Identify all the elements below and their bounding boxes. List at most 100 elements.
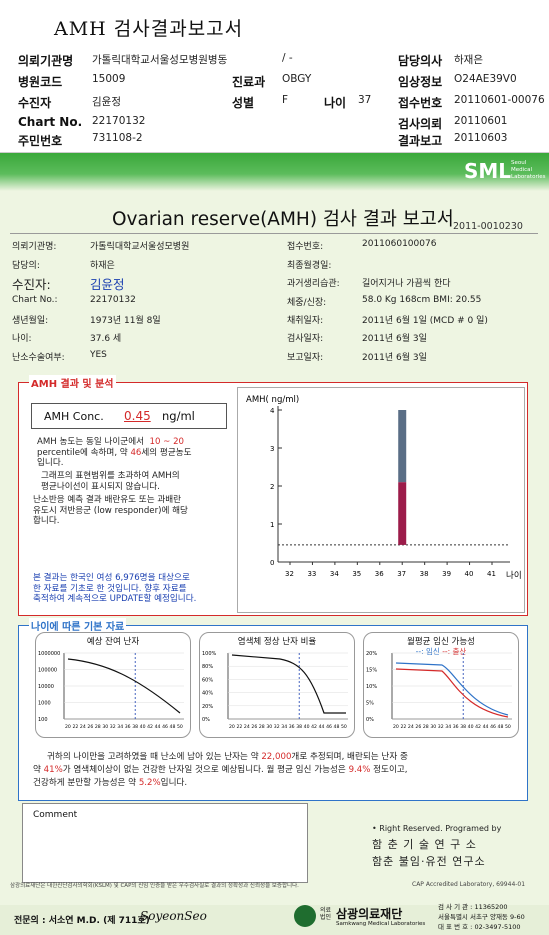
pregnancy-curve (395, 662, 509, 716)
pregnancy-chance-chart: 월평균 임신 가능성 --: 임신 --: 출산 20% 15% 10% 5% 0% 20… (363, 632, 519, 738)
y-tick-label: 40% (202, 691, 213, 697)
x-tick-label: 48 (334, 724, 340, 730)
info-value: 하재은 (90, 261, 115, 271)
info-label: 난소수술여부: (12, 353, 65, 363)
amh-bar-upper (398, 410, 407, 483)
dept-value: OBGY (282, 73, 312, 85)
info-label: 나이: (12, 334, 32, 344)
normal-chromosome-title: 염색체 정상 난자 비율 (237, 637, 317, 647)
remaining-eggs-curve (67, 658, 181, 714)
dept-label: 진료과 (232, 75, 266, 89)
signature: SoyeonSeo (140, 909, 207, 923)
legend-pregnancy: --: 임신 (415, 647, 440, 656)
y-tick-label: 4 (270, 407, 275, 415)
x-tick-label: 46 (490, 724, 496, 730)
age-label: 나이 (324, 96, 347, 110)
legend-birth: --: 출산 (442, 647, 467, 656)
green-header-band (0, 153, 549, 191)
summary-line-1: 귀하의 나이만을 고려하였을 때 난소에 남아 있는 난자는 약 22,000개… (47, 752, 408, 762)
x-tick-label: 22 (400, 724, 406, 730)
x-tick-label: 50 (505, 724, 511, 730)
receipt-value: 20110601-00076 (454, 94, 545, 106)
info-value: 길어지거나 가끔씩 한다 (362, 279, 451, 289)
y-tick-label: 60% (202, 677, 213, 683)
y-tick-label: 80% (202, 664, 213, 670)
remaining-eggs-title: 예상 잔여 난자 (86, 637, 140, 647)
info-label: Chart No.: (12, 295, 58, 305)
x-tick-label: 30 (266, 724, 272, 730)
normal-chromosome-chart: 염색체 정상 난자 비율 100% 80% 60% 40% 20% 0% 20 22 24 26 2… (199, 632, 355, 738)
x-tick-label: 42 (147, 724, 153, 730)
x-tick-label: 37 (397, 570, 406, 578)
x-tick-label: 38 (132, 724, 138, 730)
x-tick-label: 28 (95, 724, 101, 730)
y-tick-label: 10000 (38, 684, 54, 690)
x-tick-label: 40 (304, 724, 310, 730)
y-tick-label: 100000 (38, 668, 57, 674)
info-value: 58.0 Kg 168cm BMI: 20.55 (362, 295, 482, 305)
x-tick-label: 32 (274, 724, 280, 730)
info-label: 과거생리습관: (287, 279, 340, 289)
code-label: 병원코드 (18, 75, 63, 89)
x-tick-label: 40 (140, 724, 146, 730)
lab-biz-no: 검 사 기 관 : 11365200 (438, 903, 508, 911)
amh-paragraph-1: AMH 농도는 동일 나이군에서 10 ~ 20 percentile에 속하며… (37, 437, 192, 468)
y-tick-label: 20% (366, 651, 377, 657)
sml-logo-subtitle: Seoul Medical Laboratories (511, 160, 546, 180)
info-label: 검사일자: (287, 334, 324, 344)
x-tick-label: 26 (251, 724, 257, 730)
clinical-value: O24AE39V0 (454, 73, 517, 85)
ward-value: / - (282, 52, 293, 64)
amh-result-section: AMH 결과 및 분석 AMH Conc. 0.45 ng/ml AMH 농도는… (18, 375, 528, 616)
info-value: 1973년 11월 8일 (90, 316, 161, 326)
patient-name: 김윤정 (90, 277, 125, 292)
age-value: 37 (358, 94, 372, 106)
report-title: Ovarian reserve(AMH) 검사 결과 보고서 (112, 209, 454, 230)
info-value: 2011년 6월 3일 (362, 353, 427, 363)
divider (10, 233, 538, 234)
lab-address: 서울특별시 서초구 양재동 9-60 (438, 913, 525, 921)
hospital-label: 의뢰기관명 (18, 54, 74, 68)
report-date-label: 결과보고 (398, 134, 443, 148)
info-label: 담당의: (12, 261, 40, 271)
chart-no-label: Chart No. (18, 115, 83, 129)
info-value: 2011년 6월 3일 (362, 334, 427, 344)
comment-label: Comment (33, 810, 78, 820)
specialist: 전문의 : 서소연 M.D. (제 711호) (14, 916, 150, 926)
x-tick-label: 35 (352, 570, 361, 578)
x-tick-label: 44 (483, 724, 489, 730)
x-tick-label: 36 (453, 724, 459, 730)
x-tick-label: 42 (311, 724, 317, 730)
x-tick-label: 42 (475, 724, 481, 730)
age-curves-section: 나이에 따른 기본 자료 예상 잔여 난자 1000000 100000 10000… (18, 618, 528, 801)
y-tick-label: 15% (366, 668, 377, 674)
x-tick-label: 30 (430, 724, 436, 730)
receipt-label: 접수번호 (398, 96, 443, 110)
x-tick-label: 38 (296, 724, 302, 730)
amh-paragraph-2: 그래프의 표현범위를 초과하여 AMH의 평균나이선이 표시되지 않습니다. (41, 471, 180, 492)
y-axis-label: AMH( ng/ml) (246, 395, 299, 405)
x-tick-label: 30 (102, 724, 108, 730)
y-tick-label: 0% (366, 717, 374, 723)
info-value: YES (90, 350, 107, 360)
sml-logo: SML (463, 159, 511, 183)
lab-prefix: 의료법인 (320, 907, 332, 921)
x-tick-label: 24 (408, 724, 414, 730)
x-tick-label: 39 (442, 570, 451, 578)
x-tick-label: 20 (65, 724, 71, 730)
lab-phone: 대 표 번 호 : 02-3497-5100 (438, 923, 521, 931)
x-tick-label: 34 (281, 724, 287, 730)
summary-line-2: 약 41%가 염색체이상이 없는 건강한 난자일 것으로 예상됩니다. 월 평균… (33, 765, 408, 775)
y-tick-label: 1000 (38, 701, 51, 707)
amh-conc-unit: ng/ml (162, 409, 195, 423)
y-tick-label: 2 (270, 483, 274, 491)
normal-chromosome-curve (231, 654, 346, 714)
info-label: 채취일자: (287, 316, 324, 326)
sex-value: F (282, 94, 289, 106)
x-tick-label: 34 (117, 724, 123, 730)
x-tick-label: 48 (498, 724, 504, 730)
x-tick-label: 44 (319, 724, 325, 730)
x-tick-label: 22 (236, 724, 242, 730)
comment-box: Comment (22, 803, 308, 883)
